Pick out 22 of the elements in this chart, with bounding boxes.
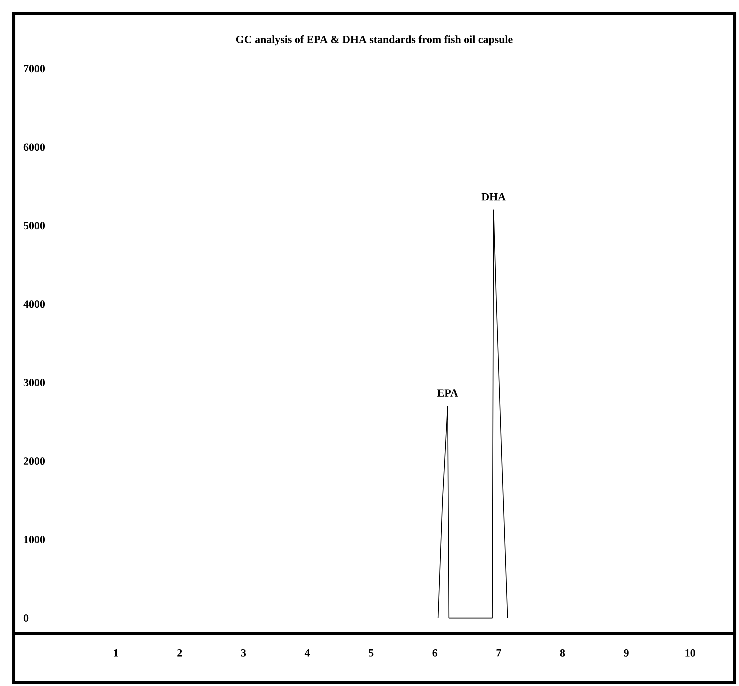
y-tick-label: 7000 xyxy=(24,65,46,73)
x-tick-label: 7 xyxy=(496,650,502,657)
y-tick-label: 5000 xyxy=(24,222,46,230)
annotation: EPA xyxy=(438,390,458,397)
y-tick-label: 0 xyxy=(24,614,29,622)
y-tick-label: 1000 xyxy=(24,536,46,544)
y-tick-label: 2000 xyxy=(24,458,46,466)
x-tick-label: 6 xyxy=(432,650,438,657)
x-tick-label: 3 xyxy=(241,650,246,657)
text: GC analysis of EPA & DHA standards from fish oil capsule xyxy=(236,36,513,46)
x-tick-label: 10 xyxy=(686,650,696,657)
x-tick-label: 5 xyxy=(369,650,374,657)
x-tick-label: 1 xyxy=(114,650,118,657)
y-tick-label: 3000 xyxy=(24,379,46,387)
annotation: DHA xyxy=(482,193,506,201)
x-tick-label: 2 xyxy=(178,650,182,657)
y-tick-label: 4000 xyxy=(24,300,46,308)
line-series xyxy=(438,210,508,619)
x-tick-label: 4 xyxy=(304,650,310,657)
x-tick-label: 9 xyxy=(624,650,629,657)
y-tick-label: 6000 xyxy=(24,144,46,152)
x-tick-label: 8 xyxy=(560,650,566,657)
